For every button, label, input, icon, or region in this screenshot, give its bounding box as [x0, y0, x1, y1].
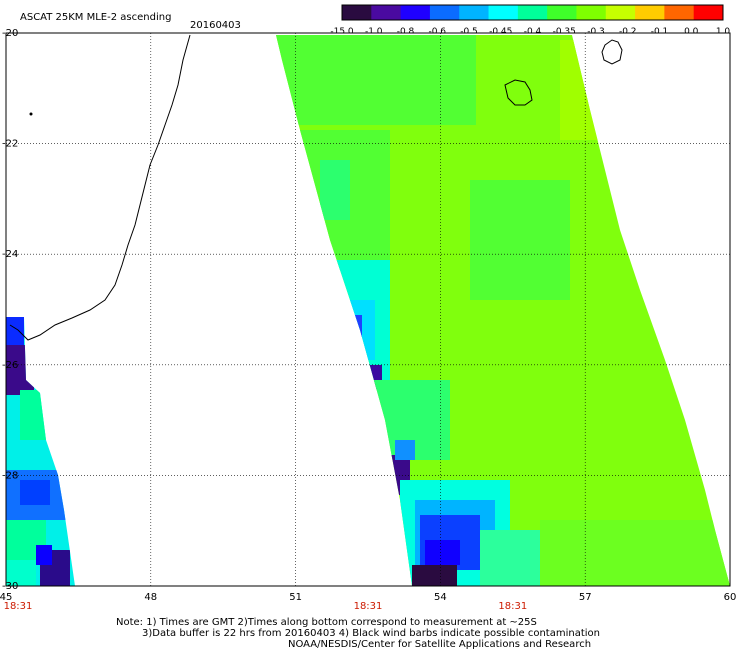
colorbar — [341, 4, 724, 21]
colorbar-swatch — [342, 5, 372, 20]
overpass-time-label: 18:31 — [498, 601, 527, 612]
colorbar-swatch — [400, 5, 431, 20]
colorbar-swatch — [429, 5, 460, 20]
map-panel: -20-22-24-26-28-30 45 48 51 54 57 60 18:31 18:… — [0, 28, 736, 612]
longitude-label: 48 — [144, 592, 157, 603]
colorbar-swatch — [635, 5, 665, 20]
colorbar-border — [341, 4, 724, 21]
longitude-label: 51 — [289, 592, 302, 603]
colorbar-tick-label: -0.8 — [397, 27, 415, 37]
colorbar-tick-label: 1.0 — [716, 27, 731, 37]
footnote-credit: NOAA/NESDIS/Center for Satellite Applica… — [288, 639, 591, 650]
longitude-label: 54 — [434, 592, 447, 603]
colorbar-tick-label: -0.3 — [587, 27, 605, 37]
colorbar-tick-label: -0.2 — [619, 27, 637, 37]
colorbar-swatch — [488, 5, 519, 20]
colorbar-swatch — [605, 5, 636, 20]
colorbar-tick-label: -15.0 — [330, 27, 354, 37]
madagascar-coastline — [9, 34, 191, 341]
colorbar-tick-label: -0.1 — [651, 27, 669, 37]
latitude-label: -20 — [2, 28, 18, 39]
island-marker — [29, 112, 33, 116]
latitude-label: -24 — [2, 249, 18, 260]
latitude-labels: -20 -22 -24 -26 -28 -30 — [2, 28, 18, 592]
longitude-labels: 45 48 51 54 57 60 — [0, 592, 736, 603]
latitude-label: -22 — [2, 139, 18, 150]
latitude-label: -26 — [2, 360, 18, 371]
colorbar-labels: -15.0 -1.0 -0.8 -0.6 -0.5 -0.45 -0.4 -0.35 -0.3 -… — [330, 27, 730, 37]
footnote-line-1: Note: 1) Times are GMT 2)Times along bot… — [116, 617, 537, 628]
colorbar-tick-label: 0.0 — [684, 27, 699, 37]
colorbar-tick-label: -1.0 — [365, 27, 383, 37]
mauritius-coastline — [601, 39, 623, 65]
colorbar-swatch — [664, 5, 695, 20]
time-labels: 18:31 18:31 18:31 — [4, 601, 528, 612]
colorbar-tick-label: -0.6 — [428, 27, 446, 37]
colorbar-tick-label: -0.35 — [553, 27, 576, 37]
colorbar-swatch — [547, 5, 577, 20]
longitude-label: 57 — [579, 592, 592, 603]
reunion-coastline — [504, 79, 533, 106]
colorbar-tick-label: -0.4 — [524, 27, 542, 37]
colorbar-swatch — [693, 5, 724, 20]
colorbar-swatch — [517, 5, 548, 20]
longitude-label: 60 — [724, 592, 737, 603]
product-title: ASCAT 25KM MLE-2 ascending — [20, 12, 171, 23]
colorbar-swatch — [459, 5, 490, 20]
colorbar-tick-label: -0.5 — [460, 27, 478, 37]
latitude-label: -30 — [2, 581, 18, 592]
overpass-time-label: 18:31 — [354, 601, 383, 612]
product-date: 20160403 — [190, 20, 241, 31]
longitude-label: 45 — [0, 592, 12, 603]
colorbar-swatch — [371, 5, 402, 20]
colorbar-swatch — [576, 5, 607, 20]
footnote-line-2: 3)Data buffer is 22 hrs from 20160403 4)… — [142, 628, 600, 639]
colorbar-tick-label: -0.45 — [489, 27, 512, 37]
map-frame — [5, 32, 731, 587]
latitude-label: -28 — [2, 470, 18, 481]
overpass-time-label: 18:31 — [4, 601, 33, 612]
